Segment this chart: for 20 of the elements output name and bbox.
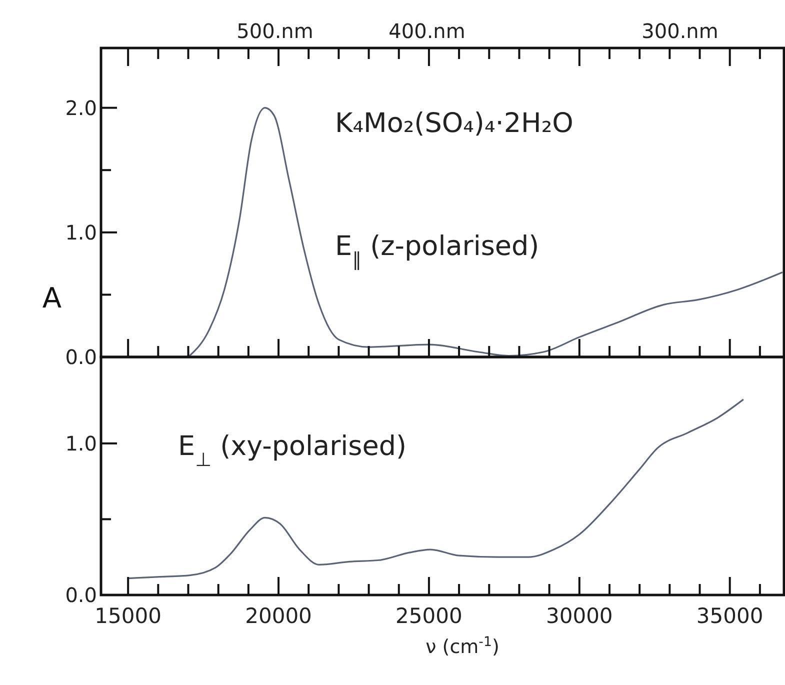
y-tick-label: 0.0: [65, 345, 97, 369]
text: 400.nm: [388, 19, 466, 43]
annotation: E$_{∥}$ (z-polarised): [335, 231, 540, 271]
y-axis-title: A: [42, 282, 62, 314]
x-axis-title: ν (cm$^{-1}$): [426, 634, 500, 658]
x-tick-label: 20000: [245, 604, 312, 628]
text: 500.nm: [236, 19, 314, 43]
x-tick-label: 15000: [94, 604, 162, 628]
y-tick-label: 0.0: [65, 583, 97, 607]
y-tick-label: 1.0: [65, 220, 97, 244]
y-tick-label: 1.0: [65, 431, 97, 456]
text: 300.nm: [642, 19, 718, 43]
line-series: [127, 398, 744, 580]
annotation: K₄Mo₂(SO₄)₄·2H₂O: [335, 108, 574, 139]
y-tick-label: 2.0: [65, 96, 97, 120]
x-tick-label: 25000: [396, 604, 462, 628]
annotation: E$_{⊥}$ (xy-polarised): [178, 431, 407, 471]
line-series: [187, 107, 784, 358]
x-tick-label: 35000: [696, 604, 764, 628]
x-tick-label: 30000: [546, 604, 613, 628]
